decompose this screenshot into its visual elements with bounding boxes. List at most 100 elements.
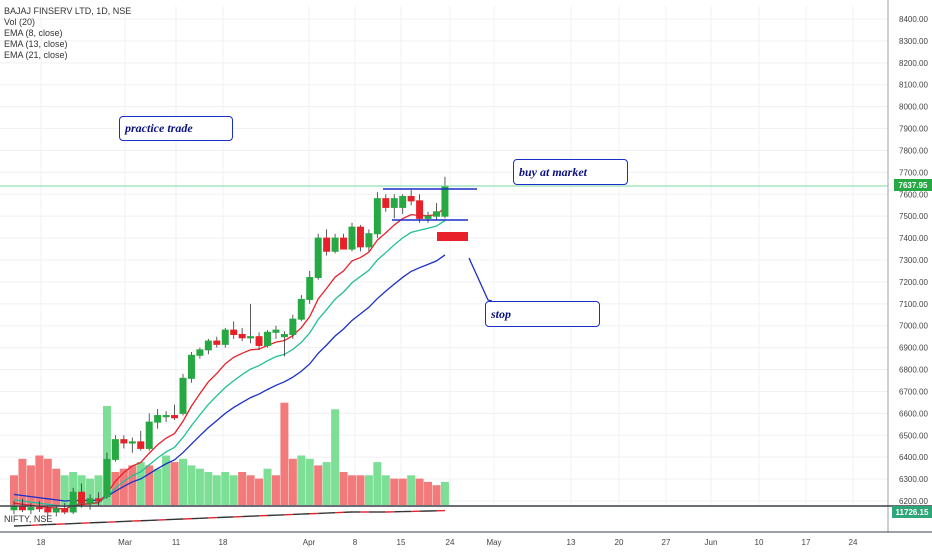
volume-bar [297, 456, 305, 506]
candle-body [104, 459, 110, 496]
volume-bar [356, 475, 364, 505]
candle [214, 337, 220, 348]
legend-volume[interactable]: Vol (20) [4, 17, 131, 28]
candle [324, 229, 330, 255]
candle-body [180, 378, 186, 413]
x-tick-label: Apr [303, 538, 316, 547]
candle [205, 339, 211, 354]
candle [172, 405, 178, 420]
y-tick-label: 6300.00 [899, 475, 928, 484]
candle-body [155, 416, 161, 423]
candle-body [324, 238, 330, 251]
volume-bar [128, 465, 136, 505]
legend: BAJAJ FINSERV LTD, 1D, NSE Vol (20) EMA … [4, 6, 131, 61]
volume-bar [247, 475, 255, 505]
candle-body [188, 355, 194, 378]
volume-bar [390, 479, 398, 505]
candle [248, 304, 254, 343]
buy-at-market-note[interactable]: buy at market [513, 159, 628, 185]
y-tick-label: 7100.00 [899, 300, 928, 309]
candle-body [79, 492, 85, 503]
candle-body [231, 330, 237, 334]
last-price-value: 7637.95 [899, 181, 928, 190]
y-tick-label: 6800.00 [899, 366, 928, 375]
candle-body [129, 442, 135, 443]
candle [138, 431, 144, 451]
x-tick-label: 13 [567, 538, 576, 547]
candle-body [374, 199, 380, 234]
candle-body [357, 227, 363, 247]
volume-bar [196, 469, 204, 505]
y-tick-label: 8200.00 [899, 59, 928, 68]
candle [197, 348, 203, 359]
candle [146, 413, 152, 450]
volume-bar [348, 475, 356, 505]
stop-marker [437, 232, 468, 241]
nifty-label[interactable]: NIFTY, NSE [4, 514, 52, 524]
volume-bar [213, 475, 221, 505]
candle-body [205, 341, 211, 350]
y-tick-label: 8000.00 [899, 103, 928, 112]
y-tick-label: 7000.00 [899, 322, 928, 331]
legend-ema-13[interactable]: EMA (13, close) [4, 39, 131, 50]
stop-note[interactable]: stop [485, 301, 600, 327]
legend-ema-21[interactable]: EMA (21, close) [4, 50, 131, 61]
y-tick-label: 6700.00 [899, 387, 928, 396]
candle-body [256, 337, 262, 346]
volume-bar [365, 475, 373, 505]
stop-callout-line [469, 258, 492, 301]
x-tick-label: Mar [118, 538, 132, 547]
buy-at-market-text: buy at market [519, 165, 587, 180]
candle [180, 374, 186, 416]
y-tick-label: 7800.00 [899, 146, 928, 155]
candle-body [265, 332, 271, 345]
candle [155, 409, 161, 429]
nifty-price-tag: 11726.15 [892, 506, 932, 518]
candle-body [112, 440, 118, 460]
candle [442, 177, 448, 219]
candle [188, 352, 194, 383]
y-tick-label: 7900.00 [899, 125, 928, 134]
candle-body [281, 334, 287, 336]
volume-bar [154, 469, 162, 505]
volume-bar [399, 479, 407, 505]
candle-body [96, 499, 102, 501]
candle-body [290, 319, 296, 334]
volume-bar [238, 472, 246, 505]
y-tick-label: 6400.00 [899, 453, 928, 462]
candle-body [19, 506, 25, 509]
candle [231, 321, 237, 339]
practice-trade-note[interactable]: practice trade [119, 116, 233, 141]
candle [349, 223, 355, 251]
volume-bar [373, 462, 381, 505]
x-tick-label: 18 [219, 538, 228, 547]
candle [53, 505, 59, 516]
candle [239, 328, 245, 341]
candle-body [70, 492, 76, 512]
candle [298, 295, 304, 321]
volume-bar [137, 462, 145, 505]
candle-body [146, 422, 152, 448]
candle [265, 330, 271, 348]
y-tick-label: 6500.00 [899, 431, 928, 440]
candle [307, 271, 313, 304]
candle-body [138, 442, 144, 449]
volume-bar [264, 469, 272, 505]
practice-trade-text: practice trade [125, 121, 193, 136]
x-tick-label: 10 [755, 538, 764, 547]
candle [129, 437, 135, 452]
candle-body [442, 186, 448, 216]
volume-bar [441, 482, 449, 505]
volume-bar [306, 459, 314, 505]
y-tick-label: 7500.00 [899, 212, 928, 221]
y-tick-label: 8100.00 [899, 81, 928, 90]
volume-bar [433, 485, 441, 505]
x-tick-label: 15 [397, 538, 406, 547]
legend-symbol[interactable]: BAJAJ FINSERV LTD, 1D, NSE [4, 6, 131, 17]
legend-ema-8[interactable]: EMA (8, close) [4, 28, 131, 39]
volume-bar [179, 459, 187, 505]
candle-body [62, 509, 68, 512]
candle [383, 194, 389, 212]
candle-body [163, 416, 169, 417]
